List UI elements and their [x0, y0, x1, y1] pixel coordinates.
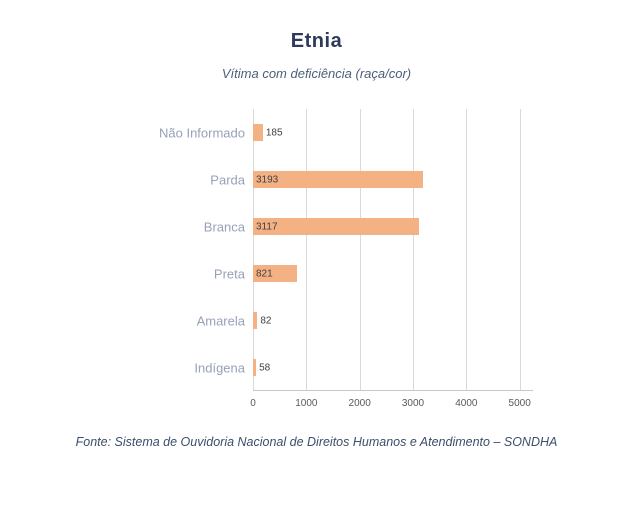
bar: [253, 359, 257, 376]
x-tick-label: 0: [250, 398, 256, 409]
source-note: Fonte: Sistema de Ouvidoria Nacional de …: [75, 435, 558, 449]
value-label: 3193: [256, 174, 279, 185]
category-label: Parda: [210, 172, 245, 187]
x-tick-label: 4000: [455, 398, 478, 409]
category-label: Preta: [213, 266, 245, 281]
gridline: [359, 109, 361, 390]
plot-area: 0 1000 2000 3000 4000 5000 185 3193 3117 821 82 58: [250, 109, 533, 409]
category-label: Não Informado: [159, 125, 245, 140]
category-label: Branca: [203, 219, 245, 234]
value-label: 185: [265, 127, 283, 138]
gridline: [306, 109, 308, 390]
x-tick-label: 2000: [348, 398, 371, 409]
gridline: [253, 109, 254, 390]
category-label: Amarela: [196, 313, 245, 328]
bar: [253, 124, 263, 141]
value-label: 58: [259, 362, 271, 373]
bar: [253, 171, 424, 188]
bar: [253, 265, 297, 282]
bar-chart: Não Informado Parda Branca Preta Amarela Indí…: [138, 109, 633, 409]
value-label: 82: [260, 315, 272, 326]
chart-subtitle: Vítima com deficiência (raça/cor): [221, 66, 412, 81]
category-label: Indígena: [194, 360, 245, 375]
value-label: 3117: [256, 221, 278, 232]
gridline: [466, 109, 468, 390]
gridline: [413, 109, 414, 390]
value-label: 821: [256, 268, 273, 279]
gridline: [519, 109, 521, 390]
chart-title: Etnia: [290, 30, 343, 52]
x-tick-label: 1000: [295, 398, 318, 409]
x-tick-label: 5000: [508, 398, 531, 409]
bar: [253, 218, 420, 235]
x-tick-label: 3000: [401, 398, 425, 409]
category-axis: Não Informado Parda Branca Preta Amarela Indí…: [138, 109, 253, 391]
bar: [253, 312, 258, 329]
